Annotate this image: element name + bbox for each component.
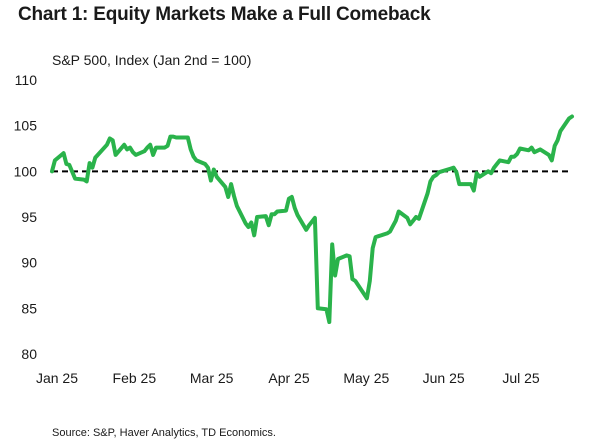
x-tick-labels: Jan 25 Feb 25 Mar 25 Apr 25 May 25 Jun 25 Jul … [36, 370, 540, 386]
x-tick-label: May 25 [343, 370, 389, 386]
source-note: Source: S&P, Haver Analytics, TD Economi… [52, 427, 276, 439]
y-tick-label: 105 [14, 118, 38, 134]
chart-title: Chart 1: Equity Markets Make a Full Come… [18, 4, 431, 25]
y-tick-label: 90 [21, 255, 37, 271]
series-line [50, 114, 574, 324]
y-tick-label: 100 [14, 163, 38, 179]
y-tick-label: 85 [21, 300, 37, 316]
x-tick-label: Apr 25 [268, 370, 309, 386]
x-tick-label: Jun 25 [423, 370, 465, 386]
x-tick-label: Jan 25 [36, 370, 78, 386]
y-tick-label: 95 [21, 209, 37, 225]
y-tick-label: 80 [21, 346, 37, 362]
x-tick-label: Mar 25 [190, 370, 234, 386]
series-layer [50, 114, 574, 324]
x-tick-label: Jul 25 [502, 370, 540, 386]
y-tick-label: 110 [15, 72, 38, 88]
y-tick-labels: 80 85 90 95 100 105 110 [14, 72, 38, 362]
x-tick-label: Feb 25 [113, 370, 157, 386]
y-axis-label: S&P 500, Index (Jan 2nd = 100) [52, 52, 252, 68]
